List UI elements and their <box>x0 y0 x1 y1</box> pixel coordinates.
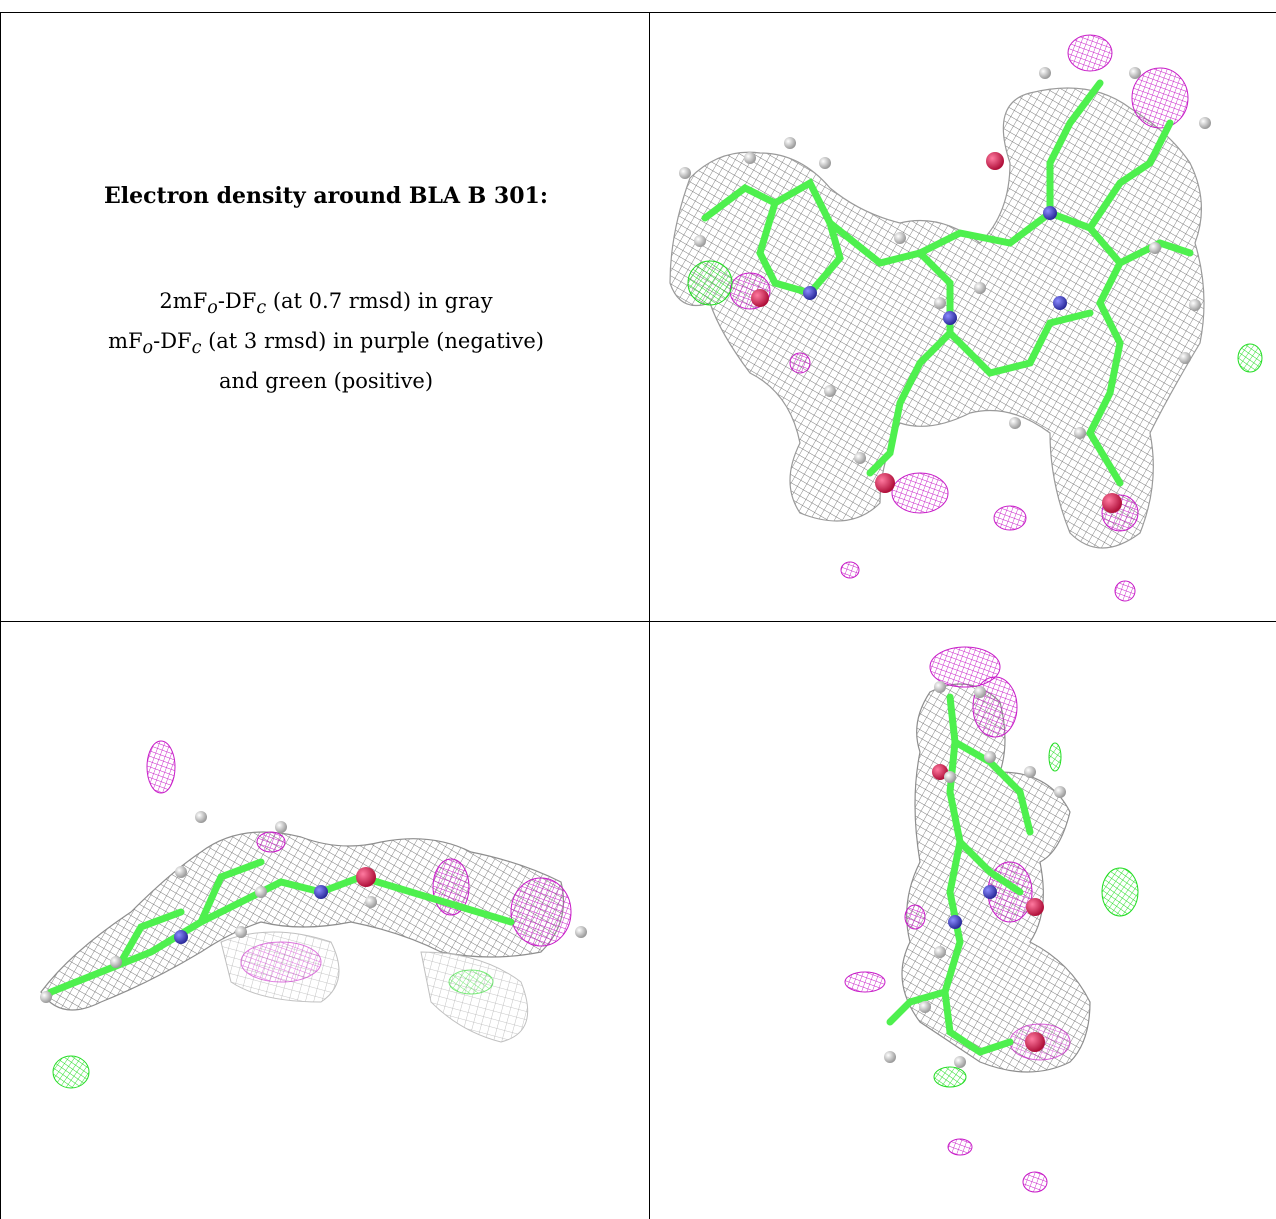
molecule-bonds <box>701 79 1194 487</box>
purple-negative-mesh <box>146 740 572 983</box>
caption-cell: Electron density around BLA B 301: 2mFo-… <box>0 12 650 622</box>
side-view-render <box>40 740 587 1089</box>
legend-line-gray: 2mFo-DFc (at 0.7 rmsd) in gray <box>159 289 493 319</box>
green-positive-mesh <box>687 260 1263 373</box>
density-panel-edge-view <box>649 621 1276 1219</box>
figure-grid: Electron density around BLA B 301: 2mFo-… <box>0 12 1276 1219</box>
density-panel-front-view <box>649 12 1276 622</box>
hetero-atoms <box>751 152 1122 513</box>
hetero-atoms <box>932 764 1045 1052</box>
green-positive-mesh <box>52 969 494 1089</box>
green-positive-mesh <box>933 742 1139 1088</box>
purple-negative-mesh <box>844 646 1071 1193</box>
figure-legend: 2mFo-DFc (at 0.7 rmsd) in gray mFo-DFc (… <box>1 285 650 398</box>
hydrogen-atoms <box>40 811 587 1003</box>
molecule-bonds <box>47 858 515 996</box>
figure-title: Electron density around BLA B 301: <box>104 183 548 209</box>
hydrogen-atoms <box>679 67 1211 464</box>
front-view-render <box>669 34 1263 602</box>
hydrogen-atoms <box>884 681 1066 1068</box>
legend-line-green: and green (positive) <box>218 369 434 394</box>
gray-density-mesh <box>669 87 1205 549</box>
gray-density-mesh <box>40 831 565 1043</box>
edge-view-render <box>844 646 1139 1193</box>
hetero-atoms <box>174 867 376 944</box>
density-panel-side-view <box>0 621 650 1219</box>
legend-line-purple: mFo-DFc (at 3 rmsd) in purple (negative) <box>108 329 544 359</box>
